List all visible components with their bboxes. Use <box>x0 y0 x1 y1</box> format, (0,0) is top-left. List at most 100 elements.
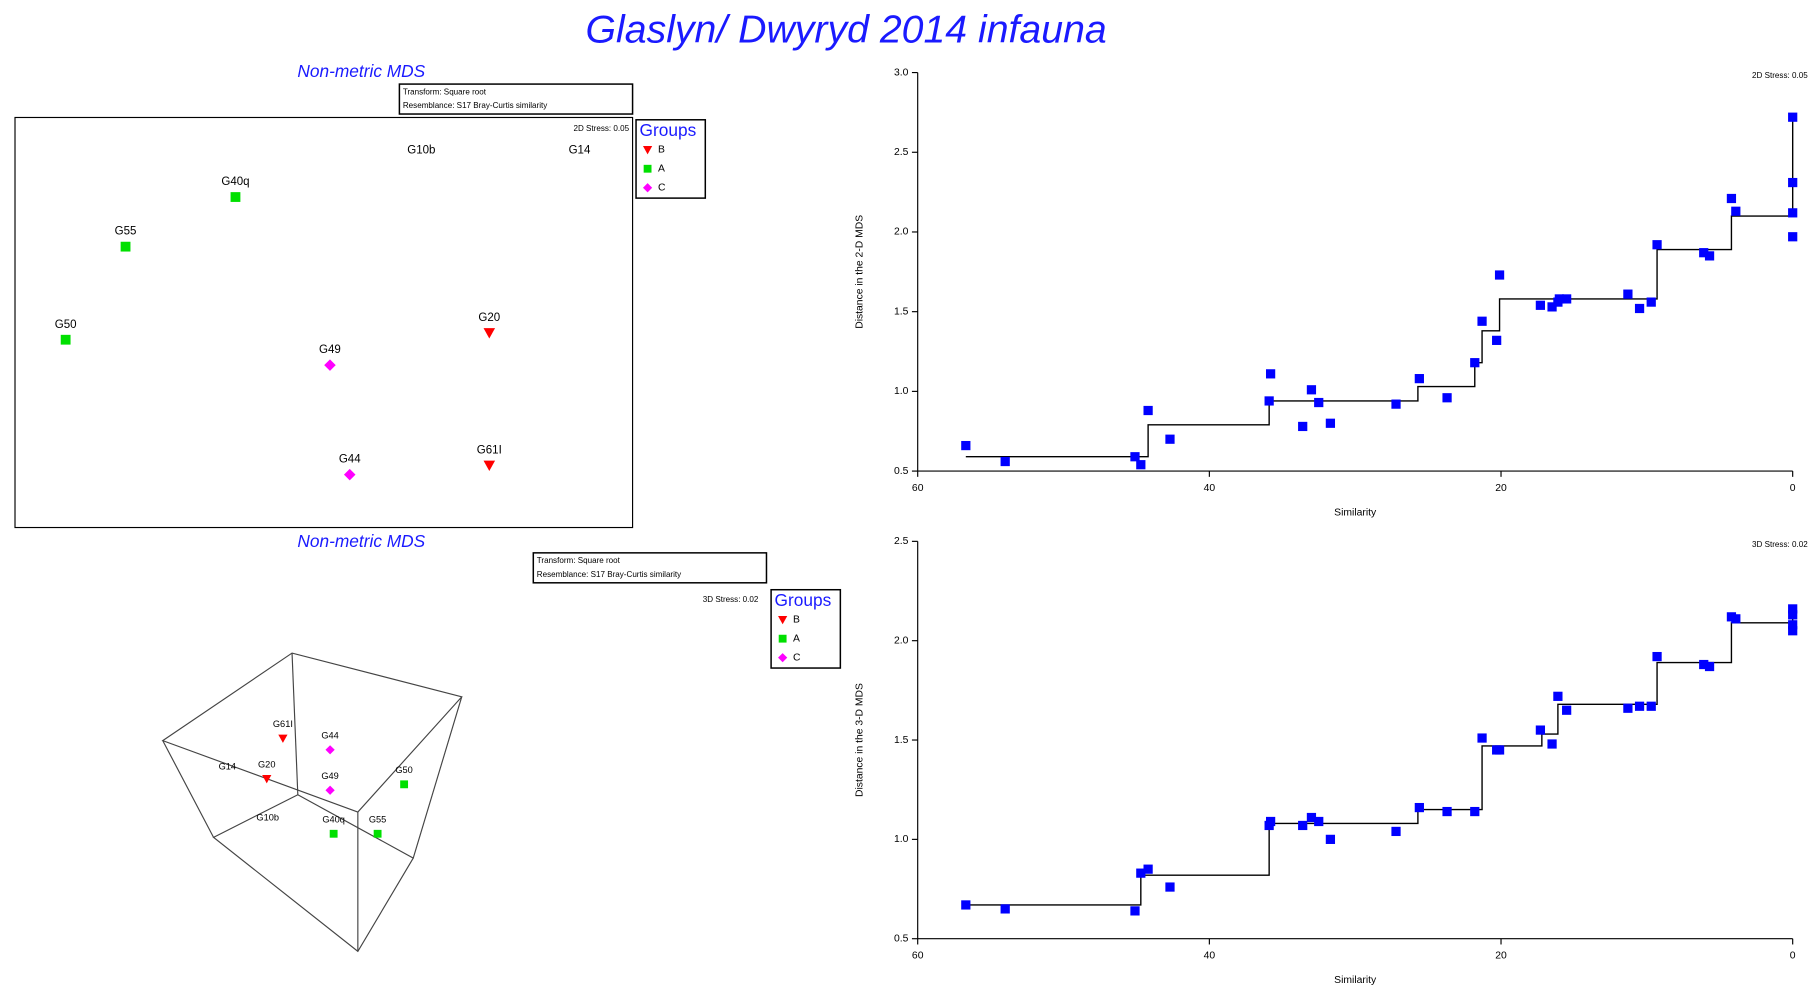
data-point <box>1165 882 1175 892</box>
sample-label: G49 <box>321 771 338 781</box>
subtitle: Non-metric MDS <box>297 531 425 551</box>
data-point <box>1391 399 1401 409</box>
data-point <box>1788 620 1798 630</box>
data-point <box>1553 691 1563 701</box>
stress-note: 3D Stress: 0.02 <box>1752 540 1808 549</box>
sample-label: G44 <box>321 730 338 740</box>
data-point <box>961 900 971 910</box>
legend-marker <box>642 183 653 193</box>
legend-label: B <box>658 144 665 155</box>
transform-note: Transform: Square root <box>403 87 487 96</box>
x-tick-label: 60 <box>912 483 924 494</box>
y-tick-label: 2.5 <box>894 536 909 547</box>
y-tick-label: 1.5 <box>894 306 909 317</box>
sample-point <box>325 745 335 755</box>
sample-point <box>278 734 288 743</box>
cube-edge <box>291 653 299 795</box>
x-tick-label: 20 <box>1495 951 1507 962</box>
data-point <box>1265 816 1276 827</box>
sample-point <box>324 359 336 371</box>
data-point <box>1623 289 1633 299</box>
x-tick-label: 40 <box>1204 483 1216 494</box>
sample-point <box>483 328 496 339</box>
sample-label: G55 <box>115 226 137 238</box>
data-point <box>1470 358 1480 368</box>
data-point <box>1646 701 1656 711</box>
data-point <box>1143 405 1153 416</box>
x-axis-label: Similarity <box>1334 507 1377 518</box>
sample-label: G10b <box>407 145 435 157</box>
cube-wireframe <box>161 652 463 953</box>
data-point <box>1535 725 1546 735</box>
data-point <box>1130 452 1140 462</box>
data-point <box>1314 816 1324 827</box>
sample-label: G61I <box>477 444 502 456</box>
legend-label: C <box>658 182 666 193</box>
sample-point <box>373 829 382 838</box>
sample-point <box>262 775 272 784</box>
data-point <box>1477 733 1487 743</box>
data-point <box>1136 868 1146 878</box>
x-tick-label: 60 <box>912 951 924 962</box>
data-point <box>1652 240 1662 250</box>
sample-label: G55 <box>369 814 386 824</box>
stress-note: 2D Stress: 0.05 <box>573 124 629 133</box>
data-point <box>1562 705 1572 715</box>
y-tick-label: 1.5 <box>894 735 909 746</box>
data-point <box>1699 659 1709 670</box>
data-point <box>1726 193 1737 204</box>
data-point <box>1634 701 1645 711</box>
data-point <box>961 440 971 451</box>
sample-label: G40q <box>322 814 345 824</box>
sample-label: G50 <box>395 765 412 775</box>
info-box <box>398 83 634 115</box>
transform-note: Transform: Square root <box>537 556 621 565</box>
subtitle: Non-metric MDS <box>297 61 425 81</box>
data-point <box>1391 826 1401 837</box>
data-point <box>1325 418 1336 428</box>
info-box <box>532 552 768 584</box>
legend-marker <box>778 653 788 663</box>
sample-label: G50 <box>55 319 77 331</box>
sample-label: G61I <box>273 719 293 729</box>
y-tick-label: 3.0 <box>894 67 909 78</box>
figure-title: Glaslyn/ Dwyryd 2014 infauna <box>586 9 1107 52</box>
data-point <box>1325 834 1336 844</box>
y-tick-label: 1.0 <box>894 834 909 845</box>
y-tick-label: 1.0 <box>894 386 909 397</box>
data-point <box>1000 904 1010 914</box>
sample-point <box>120 241 131 252</box>
data-point <box>1547 739 1557 749</box>
data-point <box>1265 369 1276 379</box>
data-point <box>1623 703 1633 713</box>
data-point <box>1788 112 1798 122</box>
sample-label: G40q <box>221 176 249 188</box>
data-point <box>1314 397 1324 408</box>
x-tick-label: 40 <box>1204 951 1216 962</box>
sample-point <box>325 785 335 795</box>
y-axis-label: Distance in the 2-D MDS <box>855 215 866 329</box>
data-point <box>1554 294 1564 304</box>
data-point <box>1652 651 1662 662</box>
legend-label: A <box>793 633 800 644</box>
data-point <box>1788 208 1798 218</box>
sample-point <box>483 460 496 471</box>
fit-line <box>965 117 1794 458</box>
resemblance-note: Resemblance: S17 Bray-Curtis similarity <box>537 570 682 579</box>
data-point <box>1414 802 1424 813</box>
legend-marker <box>778 615 788 625</box>
data-point <box>1731 614 1741 624</box>
sample-label: G44 <box>339 454 361 466</box>
data-point <box>1646 297 1656 307</box>
y-tick-label: 2.0 <box>894 635 909 646</box>
sample-label: G14 <box>219 762 236 772</box>
y-tick-label: 0.5 <box>894 933 909 944</box>
legend-marker <box>643 164 652 173</box>
data-point <box>1165 434 1175 444</box>
data-point <box>1477 316 1487 326</box>
data-point <box>1562 294 1572 304</box>
y-tick-label: 0.5 <box>894 466 909 477</box>
stress-note: 3D Stress: 0.02 <box>703 595 759 604</box>
legend-title: Groups <box>775 590 832 610</box>
